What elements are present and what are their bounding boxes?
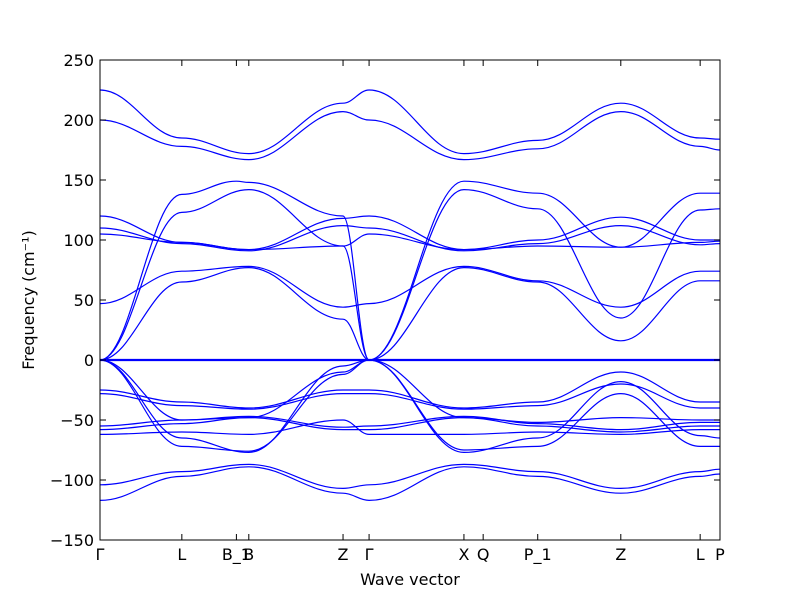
x-tick-label: L bbox=[696, 545, 705, 564]
y-tick-label: 100 bbox=[63, 231, 94, 250]
band-line bbox=[99, 416, 720, 433]
band-line bbox=[99, 383, 720, 410]
y-tick-label: −100 bbox=[50, 471, 94, 490]
x-axis-title: Wave vector bbox=[360, 570, 460, 589]
x-tick-label: L bbox=[177, 545, 186, 564]
y-tick-label: 200 bbox=[63, 111, 94, 130]
band-line bbox=[99, 233, 721, 251]
series-layer bbox=[99, 89, 721, 502]
plot-frame bbox=[99, 59, 721, 541]
y-tick-label: −50 bbox=[60, 411, 94, 430]
x-tick-label: Z bbox=[338, 545, 349, 564]
y-tick-label: 50 bbox=[74, 291, 94, 310]
x-tick-label: Γ bbox=[365, 545, 374, 564]
y-tick-label: −150 bbox=[50, 531, 94, 550]
band-line bbox=[99, 89, 721, 155]
ticks-layer bbox=[99, 59, 721, 541]
band-line bbox=[99, 359, 720, 452]
band-line bbox=[99, 188, 721, 361]
x-tick-label: X bbox=[458, 545, 469, 564]
y-tick-label: 0 bbox=[84, 351, 94, 370]
x-tick-label: Z bbox=[615, 545, 626, 564]
y-axis-title: Frequency (cm⁻¹) bbox=[19, 230, 38, 369]
band-line bbox=[99, 415, 720, 431]
y-tick-label: 250 bbox=[63, 51, 94, 70]
band-line bbox=[99, 466, 721, 502]
x-tick-label: B_1 bbox=[222, 545, 251, 565]
band-line bbox=[99, 359, 720, 424]
band-line bbox=[99, 463, 721, 490]
x-tick-label: P bbox=[715, 545, 725, 564]
band-line bbox=[99, 371, 720, 409]
band-line bbox=[99, 265, 720, 308]
band-line bbox=[99, 266, 720, 361]
x-tick-label: Γ bbox=[96, 545, 105, 564]
band-line bbox=[99, 419, 720, 436]
x-tick-label: P_1 bbox=[524, 545, 552, 565]
x-tick-label: Q bbox=[477, 545, 490, 564]
y-tick-label: 150 bbox=[63, 171, 94, 190]
x-tick-label: B bbox=[243, 545, 254, 564]
band-line bbox=[99, 110, 721, 161]
band-line bbox=[99, 224, 721, 252]
